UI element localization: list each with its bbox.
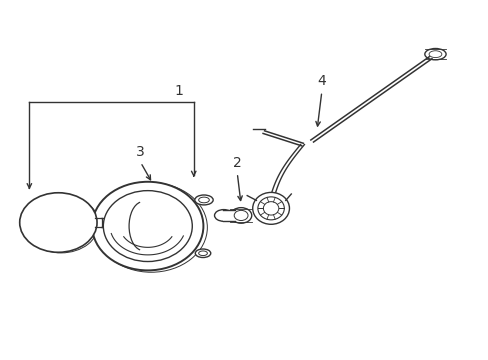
FancyBboxPatch shape [223,210,242,221]
Ellipse shape [428,51,441,58]
Ellipse shape [195,249,210,257]
Ellipse shape [198,197,209,203]
Ellipse shape [230,208,251,223]
Text: 3: 3 [136,145,144,159]
Ellipse shape [214,210,232,221]
Ellipse shape [234,210,247,221]
Ellipse shape [194,195,213,205]
Ellipse shape [103,191,192,261]
Ellipse shape [92,182,203,270]
Text: 2: 2 [232,156,241,170]
Text: 1: 1 [174,84,183,98]
Ellipse shape [20,193,97,252]
Ellipse shape [252,192,289,224]
Text: 4: 4 [317,75,325,89]
Ellipse shape [424,49,445,60]
Ellipse shape [257,197,284,220]
Ellipse shape [263,202,278,215]
